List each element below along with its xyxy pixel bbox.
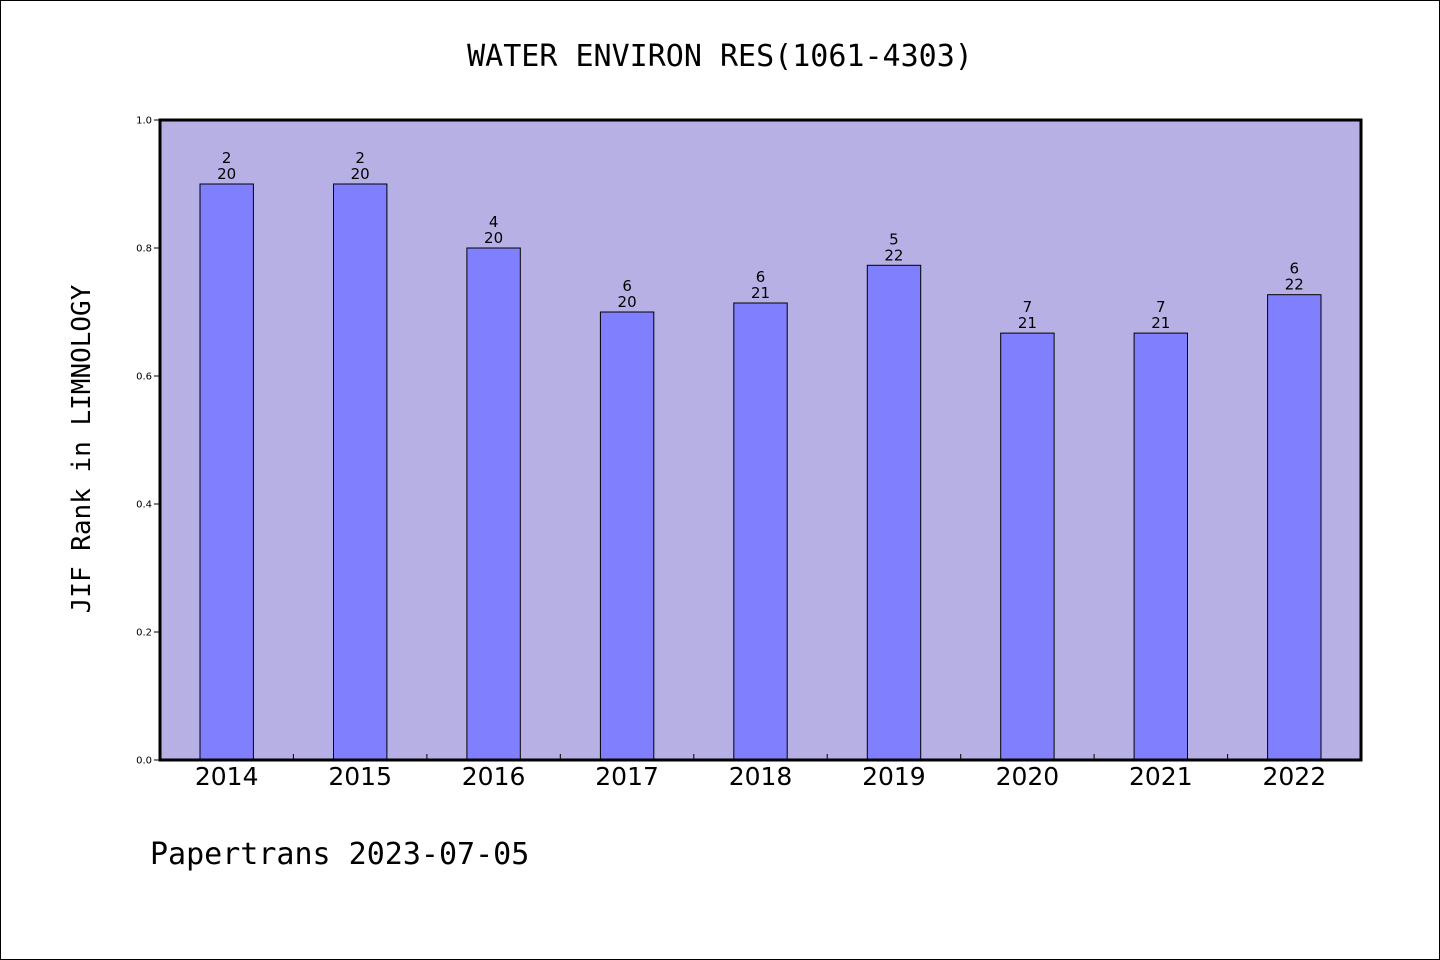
data-label-rank: 6 [756,268,766,286]
bar-2015 [333,183,388,761]
data-label-rank: 6 [622,277,632,295]
data-label-total: 21 [1151,314,1170,332]
bar-2022 [1267,294,1322,761]
data-label-rank: 2 [355,149,365,167]
chart-title: WATER ENVIRON RES(1061-4303) [467,39,973,74]
data-label-total: 20 [618,293,637,311]
x-tick-label: 2021 [1129,762,1193,791]
bars-group [199,183,1322,761]
x-axis: 2014 2015 2016 2017 2018 2019 2020 2021 2022 [195,754,1326,791]
y-axis-label: JIF Rank in LIMNOLOGY [67,284,97,613]
y-axis: 0.0 0.2 0.4 0.6 0.8 1.0 [136,116,160,767]
y-tick-label: 1.0 [136,116,152,127]
data-label-rank: 6 [1290,260,1300,278]
x-tick-label: 2017 [595,762,659,791]
bar-2018 [733,302,788,761]
y-tick-label: 0.4 [136,500,152,511]
data-label-total: 20 [484,229,503,247]
data-label-total: 22 [884,246,903,264]
data-label-total: 20 [217,165,236,183]
data-label-rank: 4 [489,213,499,231]
bar-2014 [199,183,254,761]
bar-2019 [866,264,922,761]
bar-2016 [466,247,521,761]
x-tick-label: 2022 [1262,762,1326,791]
data-label-total: 22 [1285,276,1304,294]
data-label-total: 21 [751,284,770,302]
data-label-rank: 7 [1023,298,1033,316]
x-tick-label: 2020 [996,762,1060,791]
x-tick-label: 2015 [328,762,392,791]
footer-credit: Papertrans 2023-07-05 [150,837,529,872]
x-tick-label: 2016 [462,762,526,791]
data-label-rank: 5 [889,230,899,248]
plot-border [158,118,1363,762]
y-tick-label: 0.8 [136,244,152,255]
data-label-total: 20 [351,165,370,183]
x-tick-label: 2019 [862,762,926,791]
y-tick-label: 0.2 [136,628,152,639]
data-label-rank: 7 [1156,298,1166,316]
data-label-total: 21 [1018,314,1037,332]
bar-2020 [1000,332,1055,761]
bar-2017 [599,311,655,761]
x-tick-label: 2018 [729,762,793,791]
bar-2021 [1133,332,1188,761]
y-tick-label: 0.0 [136,756,152,767]
data-label-rank: 2 [222,149,232,167]
x-tick-label: 2014 [195,762,259,791]
y-tick-label: 0.6 [136,372,152,383]
